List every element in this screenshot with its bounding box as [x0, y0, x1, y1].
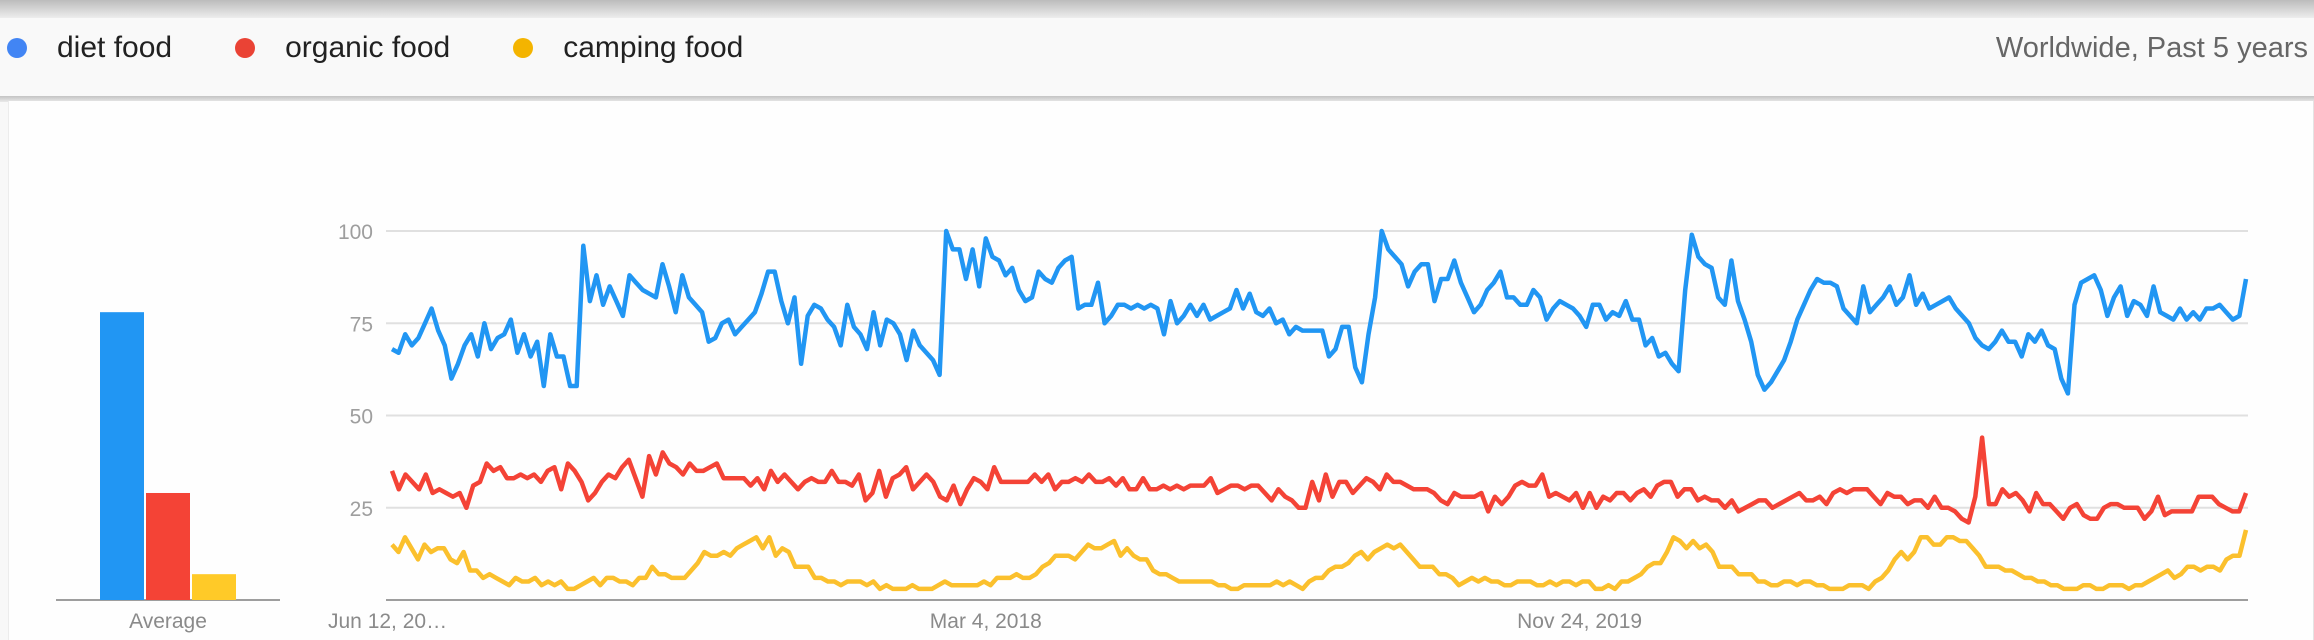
chart-gridlines: 25 50 75 100 — [338, 221, 2248, 601]
x-axis-labels: Jun 12, 20… Mar 4, 2018 Nov 24, 2019 — [328, 610, 1642, 633]
average-bar-camping-food[interactable] — [192, 574, 236, 600]
y-tick-label: 50 — [350, 406, 373, 429]
y-tick-label: 100 — [338, 221, 373, 244]
x-tick-label: Jun 12, 20… — [328, 610, 447, 633]
legend: diet food organic food camping food — [0, 28, 799, 68]
window-top-shadow — [0, 0, 2314, 22]
header-divider — [0, 96, 2314, 102]
yellow-dot-icon — [513, 38, 534, 58]
chart-card — [8, 101, 2314, 640]
x-tick-label: Nov 24, 2019 — [1517, 610, 1642, 633]
series-line-diet-food[interactable] — [390, 228, 2249, 396]
y-tick-label: 25 — [350, 498, 373, 521]
average-bar-diet-food[interactable] — [100, 312, 144, 600]
y-tick-label: 75 — [350, 313, 373, 336]
blue-dot-icon — [7, 38, 27, 58]
series-line-camping-food[interactable] — [390, 529, 2249, 592]
comparison-header — [0, 18, 2314, 96]
legend-item-diet-food[interactable]: diet food — [0, 31, 172, 65]
region-timeframe-label: Worldwide, Past 5 years — [1995, 32, 2308, 64]
x-tick-label: Mar 4, 2018 — [930, 610, 1042, 633]
average-label: Average — [129, 610, 207, 633]
legend-label: camping food — [563, 31, 744, 64]
legend-item-organic-food[interactable]: organic food — [228, 31, 450, 65]
series-line-organic-food[interactable] — [389, 435, 2249, 525]
chart-series-lines — [389, 228, 2249, 592]
red-dot-icon — [235, 38, 256, 58]
average-bar-organic-food[interactable] — [146, 492, 190, 600]
legend-label: organic food — [285, 31, 451, 64]
legend-label: diet food — [57, 31, 173, 64]
legend-item-camping-food[interactable]: camping food — [506, 31, 743, 65]
average-bar-chart — [56, 312, 280, 601]
